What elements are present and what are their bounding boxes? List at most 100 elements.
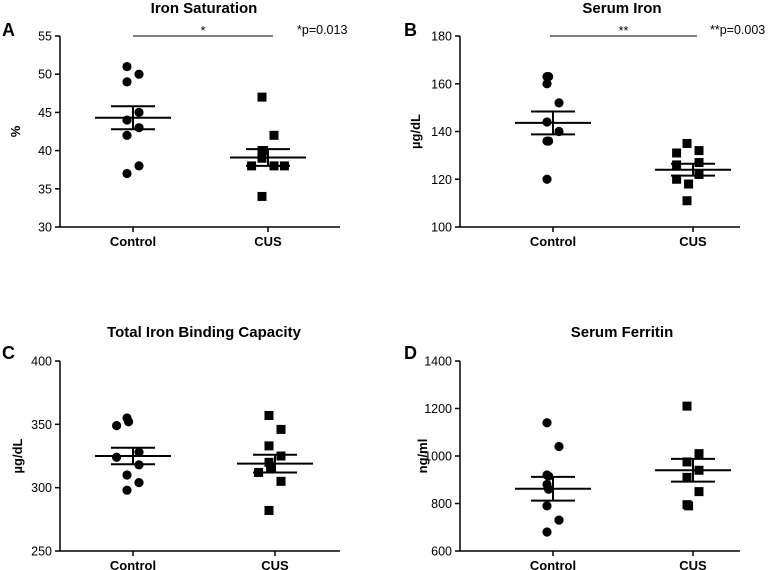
y-tick-label: 40	[38, 144, 52, 158]
y-tick-label: 140	[431, 125, 452, 139]
x-tick-label: Control	[530, 558, 576, 570]
y-tick-label: 400	[31, 355, 52, 369]
data-point	[122, 168, 132, 179]
x-tick-label: Control	[110, 234, 156, 249]
data-point	[124, 417, 134, 427]
y-tick-label: 1400	[424, 355, 452, 369]
y-tick-label: 1200	[424, 402, 452, 416]
data-point	[269, 130, 279, 140]
data-point	[112, 421, 122, 431]
data-point	[134, 69, 144, 79]
data-point	[542, 79, 552, 89]
y-axis-label: µg/dL	[408, 114, 423, 149]
data-point	[672, 148, 682, 158]
data-point	[684, 179, 694, 189]
y-tick-label: 250	[31, 545, 52, 559]
x-tick-label: Control	[530, 234, 576, 249]
data-point	[542, 501, 552, 511]
significance-mark: **	[619, 24, 629, 38]
chart-title: Total Iron Binding Capacity	[107, 324, 302, 341]
x-tick-label: CUS	[679, 234, 707, 249]
y-tick-label: 45	[38, 106, 52, 120]
data-point	[134, 107, 144, 117]
data-point	[682, 457, 692, 467]
data-point	[266, 462, 276, 472]
y-tick-label: 50	[38, 68, 52, 82]
data-point	[264, 457, 274, 467]
panel-a: A Iron Saturation% 30 35 40 45 50 55 Control CUS *…	[2, 0, 347, 249]
x-tick-label: Control	[110, 558, 156, 570]
chart-title: Serum Ferritin	[571, 324, 674, 341]
panel-letter: D	[404, 343, 417, 363]
data-point	[542, 527, 552, 537]
y-axis-label: %	[8, 125, 23, 137]
data-point	[276, 451, 286, 461]
y-tick-label: 55	[38, 30, 52, 44]
data-point	[122, 130, 132, 140]
data-point	[554, 98, 564, 108]
data-point	[134, 478, 144, 488]
y-tick-label: 35	[38, 182, 52, 196]
x-tick-label: CUS	[679, 558, 707, 570]
panel-letter: C	[2, 343, 15, 363]
data-point	[134, 161, 144, 171]
data-point	[276, 424, 286, 434]
y-tick-label: 100	[431, 221, 452, 235]
y-tick-label: 800	[431, 497, 452, 511]
data-point	[122, 470, 132, 480]
data-point	[264, 410, 274, 420]
data-point	[134, 123, 144, 133]
x-tick-label: CUS	[254, 234, 282, 249]
panel-d: D Serum Ferritin ng/ml 600 800 1000 1200 1400 Co…	[404, 324, 740, 570]
p-value-annotation: *p=0.013	[297, 23, 347, 37]
data-point	[257, 191, 267, 201]
y-tick-label: 300	[31, 481, 52, 495]
y-tick-label: 350	[31, 418, 52, 432]
data-point	[257, 92, 267, 102]
data-point	[672, 160, 682, 170]
data-point	[672, 174, 682, 184]
y-tick-label: 600	[431, 545, 452, 559]
data-point	[264, 505, 274, 515]
data-point	[694, 158, 704, 168]
x-tick-label: CUS	[261, 558, 289, 570]
data-point	[264, 441, 274, 451]
y-tick-label: 180	[431, 30, 452, 44]
p-value-annotation: **p=0.003	[710, 23, 765, 37]
data-point	[276, 476, 286, 486]
data-point	[694, 487, 704, 497]
data-point	[682, 138, 692, 148]
data-point	[544, 136, 554, 146]
y-axis-label: ng/ml	[415, 439, 430, 474]
data-point	[554, 441, 564, 452]
panel-b: B Serum Iron µg/dL 100 120 140 160 180 Control CU…	[404, 0, 765, 249]
panel-letter: B	[404, 20, 417, 40]
panel-letter: A	[2, 20, 15, 40]
data-point	[694, 146, 704, 156]
panel-c: C Total Iron Binding Capacity µg/dL 250 300 3…	[2, 324, 340, 570]
data-point	[134, 447, 144, 457]
data-point	[682, 196, 692, 206]
data-point	[694, 169, 704, 179]
y-tick-label: 1000	[424, 450, 452, 464]
y-tick-label: 30	[38, 221, 52, 235]
chart-title: Serum Iron	[582, 0, 661, 17]
data-point	[694, 449, 704, 459]
data-point	[682, 401, 692, 411]
data-point	[682, 472, 692, 482]
data-point	[112, 452, 122, 462]
data-point	[544, 71, 554, 82]
data-point	[122, 485, 132, 495]
data-point	[554, 515, 564, 525]
data-point	[542, 174, 552, 184]
y-axis-label: µg/dL	[10, 438, 25, 473]
data-point	[542, 418, 552, 428]
chart-title: Iron Saturation	[151, 0, 258, 17]
y-tick-label: 160	[431, 77, 452, 91]
data-point	[259, 146, 269, 156]
y-tick-label: 120	[431, 173, 452, 187]
data-point	[684, 501, 694, 511]
data-point	[122, 61, 132, 72]
significance-mark: *	[201, 24, 206, 38]
